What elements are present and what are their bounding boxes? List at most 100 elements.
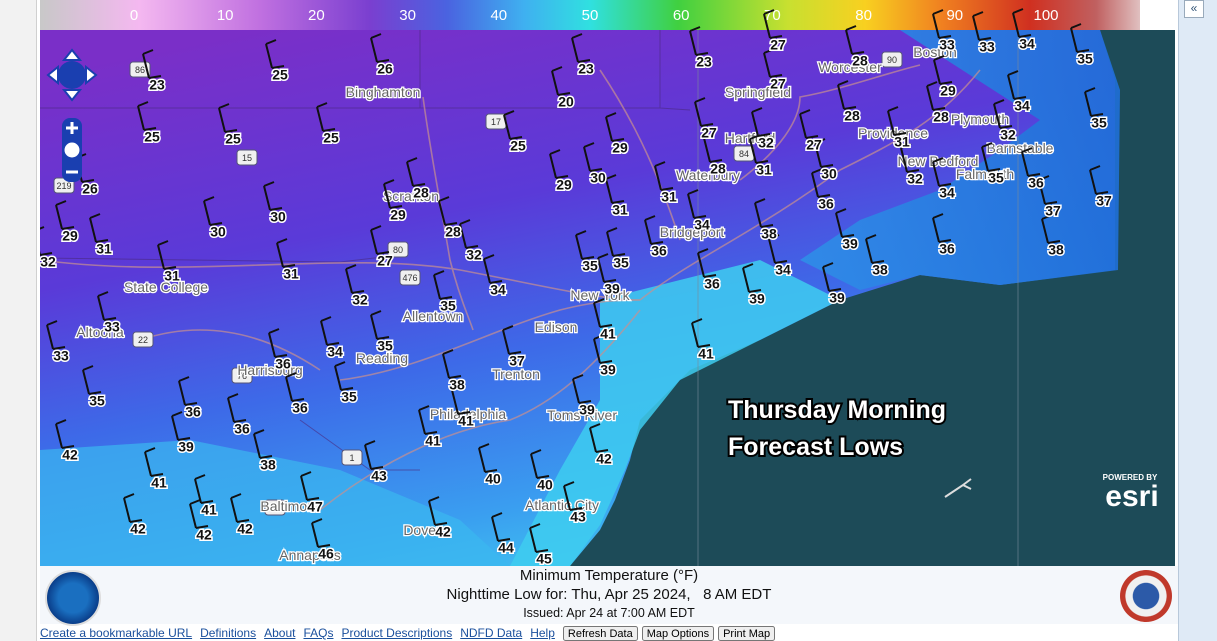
temperature: 31 bbox=[661, 189, 677, 205]
wind-barb bbox=[483, 254, 503, 284]
shield-label: 76 bbox=[237, 371, 247, 381]
shield-label: 80 bbox=[393, 245, 403, 255]
temperature: 41 bbox=[201, 502, 217, 518]
temperature: 37 bbox=[1096, 193, 1112, 209]
wind-barb bbox=[571, 33, 591, 63]
city-label: Bridgeport bbox=[660, 224, 725, 240]
scale-label: 0 bbox=[130, 7, 138, 24]
temperature: 32 bbox=[1000, 127, 1016, 143]
wind-barb bbox=[503, 110, 523, 140]
wind-barb bbox=[364, 440, 384, 470]
temperature: 36 bbox=[1028, 175, 1044, 191]
wind-barb bbox=[606, 227, 626, 257]
city-label: Philadelphia bbox=[430, 406, 506, 422]
link[interactable]: Create a bookmarkable URL bbox=[40, 626, 193, 640]
left-gutter bbox=[0, 0, 37, 641]
temperature: 39 bbox=[829, 290, 845, 306]
map[interactable]: 0 10 20 30 40 50 60 70 80 90 100 86151784804762276… bbox=[40, 0, 1178, 566]
temperature: 25 bbox=[510, 138, 526, 154]
city-label: Trenton bbox=[492, 366, 540, 382]
city-label: Falmouth bbox=[956, 166, 1014, 182]
temperature: 33 bbox=[939, 37, 955, 53]
temperature: 31 bbox=[756, 162, 772, 178]
temperature: 35 bbox=[613, 255, 629, 271]
wind-barb bbox=[227, 393, 247, 423]
link[interactable]: About bbox=[264, 626, 296, 640]
temperature: 39 bbox=[600, 362, 616, 378]
shield-label: 84 bbox=[739, 149, 749, 159]
highway-shields: 86 15 17 84 80 476 22 76 1 95 90 219 bbox=[53, 51, 903, 516]
temperature: 32 bbox=[907, 171, 923, 187]
wind-barb bbox=[644, 215, 664, 245]
temperature: 42 bbox=[196, 527, 212, 543]
wind-barb bbox=[583, 142, 603, 172]
temperature: 28 bbox=[844, 108, 860, 124]
temperature: 32 bbox=[352, 292, 368, 308]
wind-barb bbox=[230, 493, 250, 523]
temperature: 36 bbox=[818, 196, 834, 212]
noaa-logo bbox=[45, 570, 101, 626]
temperature: 26 bbox=[377, 61, 393, 77]
wind-barb bbox=[944, 478, 972, 498]
shield-label: 17 bbox=[491, 117, 501, 127]
wind-barb bbox=[144, 447, 164, 477]
temperature: 35 bbox=[341, 389, 357, 405]
wind-barb bbox=[218, 103, 238, 133]
temperature: 36 bbox=[234, 421, 250, 437]
wind-barb bbox=[703, 133, 723, 163]
city-label: Boston bbox=[913, 44, 957, 60]
footer-valid-time: Nighttime Low for: Thu, Apr 25 2024, 8 A… bbox=[446, 586, 772, 603]
temperature: 41 bbox=[151, 475, 167, 491]
shield-label: 476 bbox=[402, 273, 417, 283]
wind-barb bbox=[300, 471, 320, 501]
new-england-region bbox=[800, 30, 1120, 290]
temperature: 43 bbox=[371, 468, 387, 484]
temperature: 42 bbox=[130, 521, 146, 537]
link[interactable]: Help bbox=[530, 626, 555, 640]
wind-barb bbox=[276, 238, 296, 268]
wind-barb bbox=[754, 198, 774, 228]
wind-barb bbox=[575, 230, 595, 260]
temperature: 38 bbox=[260, 457, 276, 473]
wind-barb bbox=[265, 39, 285, 69]
wind-barb bbox=[442, 349, 462, 379]
color-scale bbox=[40, 0, 1140, 30]
temperature: 25 bbox=[323, 130, 339, 146]
temperature: 36 bbox=[939, 241, 955, 257]
wind-barb bbox=[285, 372, 305, 402]
temperature: 43 bbox=[570, 509, 586, 525]
footer-issued: Issued: Apr 24 at 7:00 AM EDT bbox=[523, 606, 695, 620]
link[interactable]: Product Descriptions bbox=[341, 626, 453, 640]
temperature: 28 bbox=[852, 53, 868, 69]
temperature: 38 bbox=[761, 226, 777, 242]
shield bbox=[881, 51, 903, 68]
button[interactable]: Print Map bbox=[718, 626, 776, 641]
temperature: 35 bbox=[582, 258, 598, 274]
link[interactable]: FAQs bbox=[303, 626, 334, 640]
collapse-button[interactable]: « bbox=[1184, 0, 1204, 18]
city-label: Waterbury bbox=[676, 167, 740, 183]
wind-barb bbox=[932, 9, 952, 39]
button[interactable]: Map Options bbox=[641, 626, 715, 641]
link-bar: Create a bookmarkable URL Definitions Abou… bbox=[40, 626, 1178, 641]
wind-barb bbox=[933, 55, 953, 85]
city-label: Springfield bbox=[725, 84, 791, 100]
temperature: 26 bbox=[82, 181, 98, 197]
link[interactable]: Definitions bbox=[200, 626, 257, 640]
temperature: 41 bbox=[698, 346, 714, 362]
temperature: 42 bbox=[435, 524, 451, 540]
wind-barb bbox=[46, 320, 66, 350]
button[interactable]: Refresh Data bbox=[562, 626, 638, 641]
wind-barb bbox=[189, 499, 209, 529]
temperature: 36 bbox=[704, 276, 720, 292]
temperature: 27 bbox=[701, 125, 717, 141]
temperature: 37 bbox=[1045, 203, 1061, 219]
scale-label: 60 bbox=[673, 7, 690, 24]
scale-label: 50 bbox=[582, 7, 599, 24]
temperature: 25 bbox=[225, 131, 241, 147]
map-navigation[interactable] bbox=[46, 48, 98, 182]
wind-barb bbox=[981, 142, 1001, 172]
link[interactable]: NDFD Data bbox=[460, 626, 523, 640]
wind-barb bbox=[589, 423, 609, 453]
shield bbox=[132, 331, 154, 348]
